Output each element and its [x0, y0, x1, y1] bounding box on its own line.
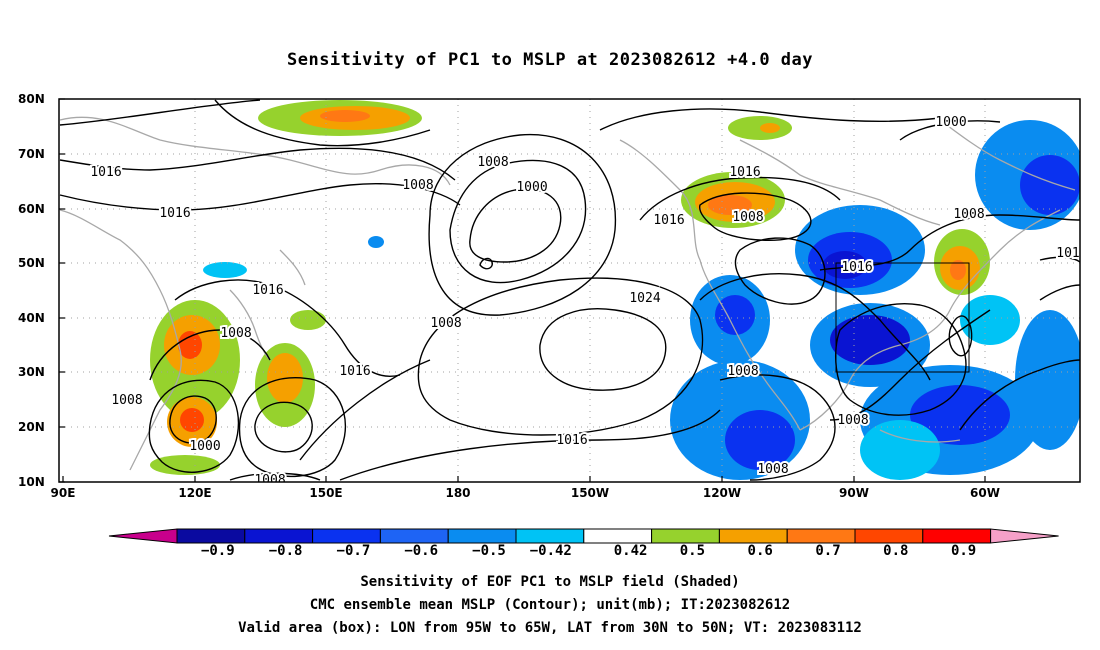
- colorbar-tick-label: 0.9: [950, 543, 977, 559]
- lon-label: 90E: [50, 486, 76, 500]
- lon-label: 150E: [309, 486, 343, 500]
- caption-line-2: CMC ensemble mean MSLP (Contour); unit(m…: [309, 597, 791, 613]
- contour-label: 1008: [220, 326, 251, 341]
- contour-label: 1008: [757, 462, 788, 477]
- lat-label: 60N: [18, 202, 45, 216]
- contour-label: 101: [1056, 246, 1079, 261]
- coastlines: [59, 116, 1076, 471]
- colorbar-cell: [515, 528, 585, 544]
- mslp-contours: [59, 99, 1080, 481]
- contour-label: 1008: [254, 473, 285, 488]
- lon-label: 150W: [570, 486, 610, 500]
- contour-label: 1008: [727, 364, 758, 379]
- caption-line-3: Valid area (box): LON from 95W to 65W, L…: [238, 620, 862, 636]
- lon-label: 120W: [702, 486, 742, 500]
- colorbar-cell: [379, 528, 449, 544]
- contour-label: 1008: [732, 210, 763, 225]
- contour-label: 1016: [252, 283, 283, 298]
- colorbar-tick-label: 0.5: [679, 543, 706, 559]
- lon-label: 90W: [839, 486, 869, 500]
- map-frame: [58, 98, 1081, 483]
- contour-label: 1016: [653, 213, 684, 228]
- colorbar-low-arrow: [108, 528, 178, 544]
- colorbar-tick-label: 0.6: [747, 543, 773, 559]
- contour-label: 1008: [430, 316, 461, 331]
- colorbar-cell: [854, 528, 924, 544]
- contour-label: 1008: [477, 155, 508, 170]
- colorbar-cell: [244, 528, 314, 544]
- lat-label: 40N: [18, 311, 45, 325]
- colorbar-cell: [922, 528, 992, 544]
- caption-line-1: Sensitivity of EOF PC1 to MSLP field (Sh…: [360, 574, 740, 590]
- contour-label: 1016: [339, 364, 370, 379]
- contour-label: 1016: [556, 433, 587, 448]
- colorbar-cell: [447, 528, 517, 544]
- lat-label: 10N: [18, 475, 45, 489]
- contour-label: 1000: [189, 439, 220, 454]
- colorbar-tick-label: −0.7: [336, 543, 371, 559]
- axis-ticks: [59, 98, 986, 483]
- lat-label: 20N: [18, 420, 45, 434]
- colorbar-tick-label: −0.42: [529, 543, 572, 559]
- colorbar-cell: [312, 528, 381, 544]
- contour-label: 1024: [629, 291, 660, 306]
- contour-label: 1008: [837, 413, 868, 428]
- lon-label: 60W: [970, 486, 1000, 500]
- contour-label: 1008: [111, 393, 142, 408]
- colorbar-tick-label: 0.42: [613, 543, 648, 559]
- contour-label: 1008: [953, 207, 984, 222]
- colorbar-cell: [651, 528, 720, 544]
- lat-label: 50N: [18, 256, 45, 270]
- colorbar-cell: [583, 528, 653, 544]
- colorbar-tick-label: −0.9: [200, 543, 235, 559]
- contour-label: 1016: [159, 206, 190, 221]
- contour-label: 1016: [729, 165, 760, 180]
- chart-title: Sensitivity of PC1 to MSLP at 2023082612…: [286, 50, 813, 70]
- colorbar-cell: [176, 528, 246, 544]
- valid-area-box: [835, 262, 970, 373]
- contour-label: 1016: [90, 165, 121, 180]
- graticule: [59, 99, 1080, 482]
- colorbar-tick-label: −0.6: [404, 543, 439, 559]
- lat-label: 30N: [18, 365, 45, 379]
- colorbar-tick-label: −0.5: [472, 543, 506, 559]
- colorbar-tick-label: 0.7: [815, 543, 841, 559]
- colorbar-high-arrow: [990, 528, 1059, 544]
- colorbar-tick-label: 0.8: [883, 543, 909, 559]
- contour-label: 1000: [516, 180, 547, 195]
- contour-label: 1008: [402, 178, 433, 193]
- lon-label: 120E: [178, 486, 212, 500]
- lat-label: 70N: [18, 147, 45, 161]
- colorbar-cell: [718, 528, 788, 544]
- lat-label: 80N: [18, 92, 45, 106]
- lon-label: 180: [445, 486, 471, 500]
- contour-label-group: 1016 1016 1008 1008 1000 1000 1016 1008 …: [88, 113, 1080, 488]
- colorbar-cell: [786, 528, 856, 544]
- contour-label: 1016: [841, 260, 872, 275]
- colorbar-tick-label: −0.8: [268, 543, 303, 559]
- contour-label: 1000: [935, 115, 966, 130]
